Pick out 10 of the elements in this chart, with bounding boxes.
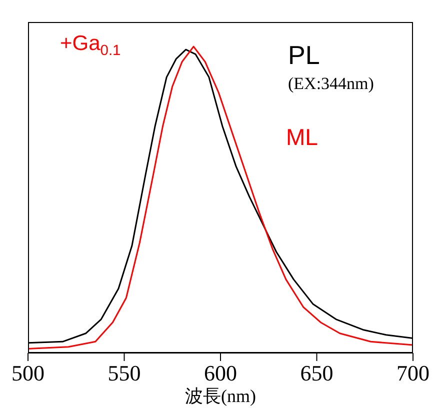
x-tick-label: 500	[12, 360, 44, 386]
text: PL	[288, 40, 320, 71]
annotation: +Ga$_{0.1}$	[60, 32, 121, 60]
x-tick-label: 700	[396, 360, 430, 386]
annotation: (EX:344nm)	[288, 74, 374, 94]
series-label: ML	[286, 124, 318, 151]
x-tick-label: 600	[204, 360, 237, 386]
x-axis-title: 波長(nm)	[184, 385, 257, 408]
x-tick-label: 550	[108, 360, 141, 386]
x-tick-label: 650	[300, 360, 334, 386]
